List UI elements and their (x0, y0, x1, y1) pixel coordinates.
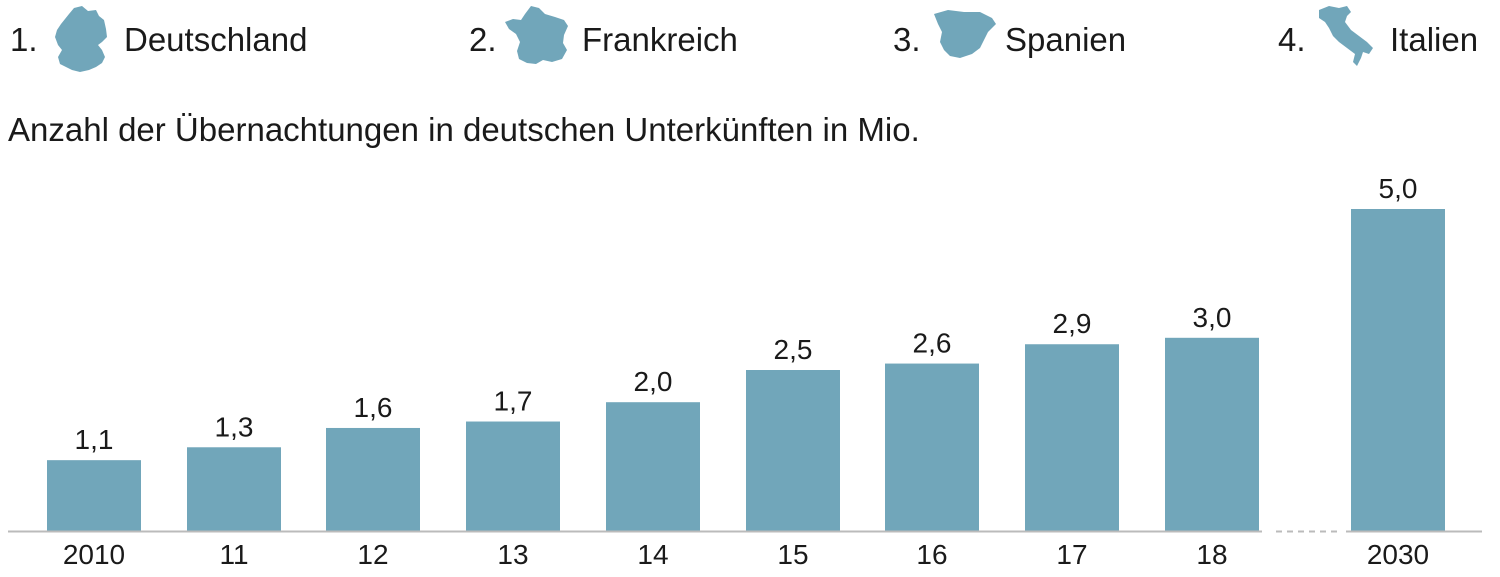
category-label-16: 16 (916, 539, 947, 570)
country-name: Spanien (1005, 21, 1127, 58)
germany-map-icon (55, 6, 107, 72)
chart-subtitle: Anzahl der Übernachtungen in deutschen U… (8, 111, 920, 148)
country-ranking: 1. Deutschland 2. Frankreich 3. Spanien … (0, 0, 1500, 80)
country-name: Frankreich (582, 21, 738, 58)
value-labels-layer: 1,1 1,3 1,6 1,7 2,0 2,5 2,6 2,9 3,0 5,0 (75, 173, 1418, 455)
bar-15 (746, 370, 840, 531)
value-label-11: 1,3 (215, 411, 254, 442)
value-label-2030: 5,0 (1379, 173, 1418, 204)
category-label-18: 18 (1196, 539, 1227, 570)
country-name: Deutschland (124, 21, 308, 58)
country-name: Italien (1390, 21, 1479, 58)
category-label-14: 14 (637, 539, 668, 570)
value-label-15: 2,5 (774, 334, 813, 365)
value-label-2010: 1,1 (75, 424, 114, 455)
category-label-2010: 2010 (63, 539, 125, 570)
bar-12 (326, 427, 420, 531)
bar-11 (187, 447, 281, 531)
bar-17 (1025, 344, 1119, 531)
value-label-13: 1,7 (494, 386, 533, 417)
bar-16 (885, 363, 979, 531)
italy-map-icon (1319, 6, 1373, 66)
value-label-16: 2,6 (913, 328, 952, 359)
bar-18 (1165, 337, 1259, 531)
category-label-11: 11 (219, 539, 248, 570)
category-label-13: 13 (497, 539, 528, 570)
spain-map-icon (934, 10, 996, 58)
value-label-18: 3,0 (1193, 302, 1232, 333)
category-label-17: 17 (1056, 539, 1087, 570)
value-label-12: 1,6 (354, 392, 393, 423)
france-map-icon (505, 6, 568, 64)
bar-14 (606, 402, 700, 531)
rank-number: 2. (469, 21, 497, 58)
bars-layer (47, 209, 1445, 531)
category-labels-layer: 2010 11 12 13 14 15 16 17 18 2030 (63, 539, 1429, 570)
rank-number: 3. (893, 21, 921, 58)
value-label-14: 2,0 (634, 366, 673, 397)
category-label-2030: 2030 (1367, 539, 1429, 570)
value-label-17: 2,9 (1053, 308, 1092, 339)
category-label-15: 15 (777, 539, 808, 570)
bar-13 (466, 421, 560, 531)
category-label-12: 12 (357, 539, 388, 570)
bar-2010 (47, 460, 141, 531)
rank-number: 1. (10, 21, 38, 58)
bar-2030 (1351, 209, 1445, 531)
rank-number: 4. (1278, 21, 1306, 58)
